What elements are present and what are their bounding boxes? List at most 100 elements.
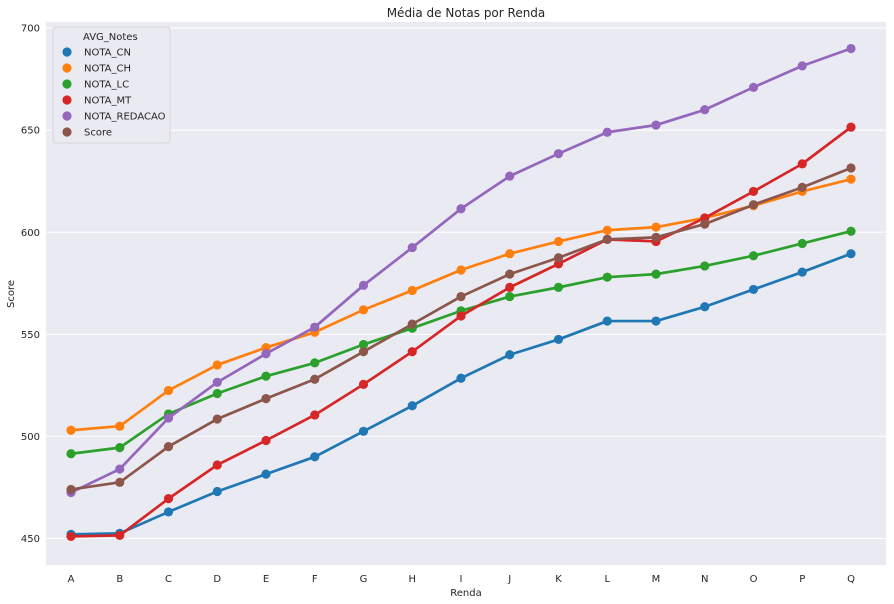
x-tick-label: H: [408, 574, 416, 585]
data-point: [700, 105, 710, 115]
data-point: [212, 360, 222, 370]
y-tick-label: 450: [21, 534, 40, 545]
data-point: [456, 204, 466, 214]
data-point: [456, 373, 466, 383]
legend-item: NOTA_LC: [62, 79, 129, 91]
data-point: [456, 311, 466, 321]
data-point: [748, 200, 759, 210]
data-point: [212, 460, 222, 470]
x-tick-label: P: [799, 574, 805, 585]
data-point: [505, 249, 515, 259]
data-point: [553, 334, 564, 345]
data-point: [602, 316, 612, 326]
data-point: [505, 269, 515, 279]
legend-item: NOTA_REDACAO: [62, 111, 166, 123]
legend-item: NOTA_CH: [62, 63, 131, 75]
legend-label: NOTA_LC: [84, 80, 129, 91]
x-tick-label: Q: [847, 574, 855, 585]
data-point: [358, 339, 369, 350]
data-point: [553, 236, 564, 247]
data-point: [115, 530, 125, 541]
data-point: [846, 249, 856, 259]
data-point: [797, 267, 807, 277]
data-point: [846, 226, 856, 236]
x-tick-label: M: [652, 574, 661, 585]
x-tick-label: B: [116, 574, 123, 585]
data-point: [358, 347, 369, 357]
data-point: [358, 305, 369, 315]
y-axis-label: Score: [6, 280, 17, 308]
series-group: [66, 43, 856, 542]
legend-label: Score: [84, 128, 112, 139]
data-point: [407, 319, 417, 329]
data-point: [261, 349, 271, 359]
series-nota-redacao: [66, 43, 856, 498]
data-point: [748, 284, 759, 295]
legend-items: NOTA_CN NOTA_CH NOTA_LC NOTA_MT NOTA_REDACAO…: [62, 47, 166, 139]
data-point: [310, 452, 320, 462]
data-point: [115, 443, 125, 453]
data-point: [797, 61, 807, 71]
data-point: [115, 421, 125, 431]
data-point: [700, 219, 710, 229]
legend-marker: [62, 47, 72, 57]
data-point: [748, 82, 759, 92]
series-score: [66, 163, 856, 495]
data-point: [748, 186, 759, 197]
data-point: [748, 251, 759, 261]
data-point: [505, 282, 515, 292]
y-tick-labels: 450 500 550 600 650 700: [21, 24, 40, 545]
data-point: [797, 159, 807, 169]
data-point: [212, 377, 222, 387]
data-point: [797, 182, 807, 192]
data-point: [700, 302, 710, 312]
data-point: [505, 291, 515, 302]
data-point: [66, 449, 76, 459]
y-tick-label: 550: [21, 330, 40, 341]
data-point: [797, 238, 807, 249]
data-point: [310, 374, 320, 384]
legend-marker: [62, 63, 72, 73]
legend-label: NOTA_CN: [84, 48, 131, 59]
data-point: [163, 494, 174, 504]
data-point: [651, 269, 661, 279]
series-nota-mt: [66, 122, 856, 542]
data-point: [651, 120, 661, 130]
data-point: [261, 469, 271, 479]
data-point: [358, 280, 369, 290]
data-point: [358, 426, 369, 436]
data-point: [602, 234, 612, 245]
x-tick-labels: A B C D E F G H I J K L M N O P Q: [68, 574, 855, 585]
data-point: [553, 149, 564, 159]
data-point: [115, 464, 125, 474]
data-point: [505, 171, 515, 181]
data-point: [407, 285, 417, 296]
data-point: [66, 531, 76, 542]
data-point: [505, 350, 515, 360]
data-point: [407, 401, 417, 411]
data-point: [261, 371, 271, 381]
data-point: [358, 379, 369, 389]
legend-marker: [62, 127, 72, 137]
y-tick-label: 600: [21, 228, 40, 239]
data-point: [310, 358, 320, 368]
x-tick-label: C: [165, 574, 172, 585]
data-point: [163, 442, 174, 452]
legend-marker: [62, 95, 72, 105]
data-point: [651, 316, 661, 326]
series-nota-ch: [66, 174, 856, 435]
x-tick-label: N: [701, 574, 708, 585]
legend-box: [52, 26, 171, 144]
data-point: [651, 232, 661, 242]
legend-label: NOTA_REDACAO: [84, 112, 166, 123]
legend-item: Score: [62, 127, 112, 139]
legend-item: NOTA_MT: [62, 95, 132, 107]
x-tick-label: G: [360, 574, 368, 585]
data-point: [602, 127, 612, 137]
legend-title: AVG_Notes: [83, 32, 138, 43]
x-tick-label: K: [555, 574, 562, 585]
data-point: [602, 272, 612, 282]
x-axis-label: Renda: [450, 588, 481, 599]
data-point: [212, 414, 222, 424]
